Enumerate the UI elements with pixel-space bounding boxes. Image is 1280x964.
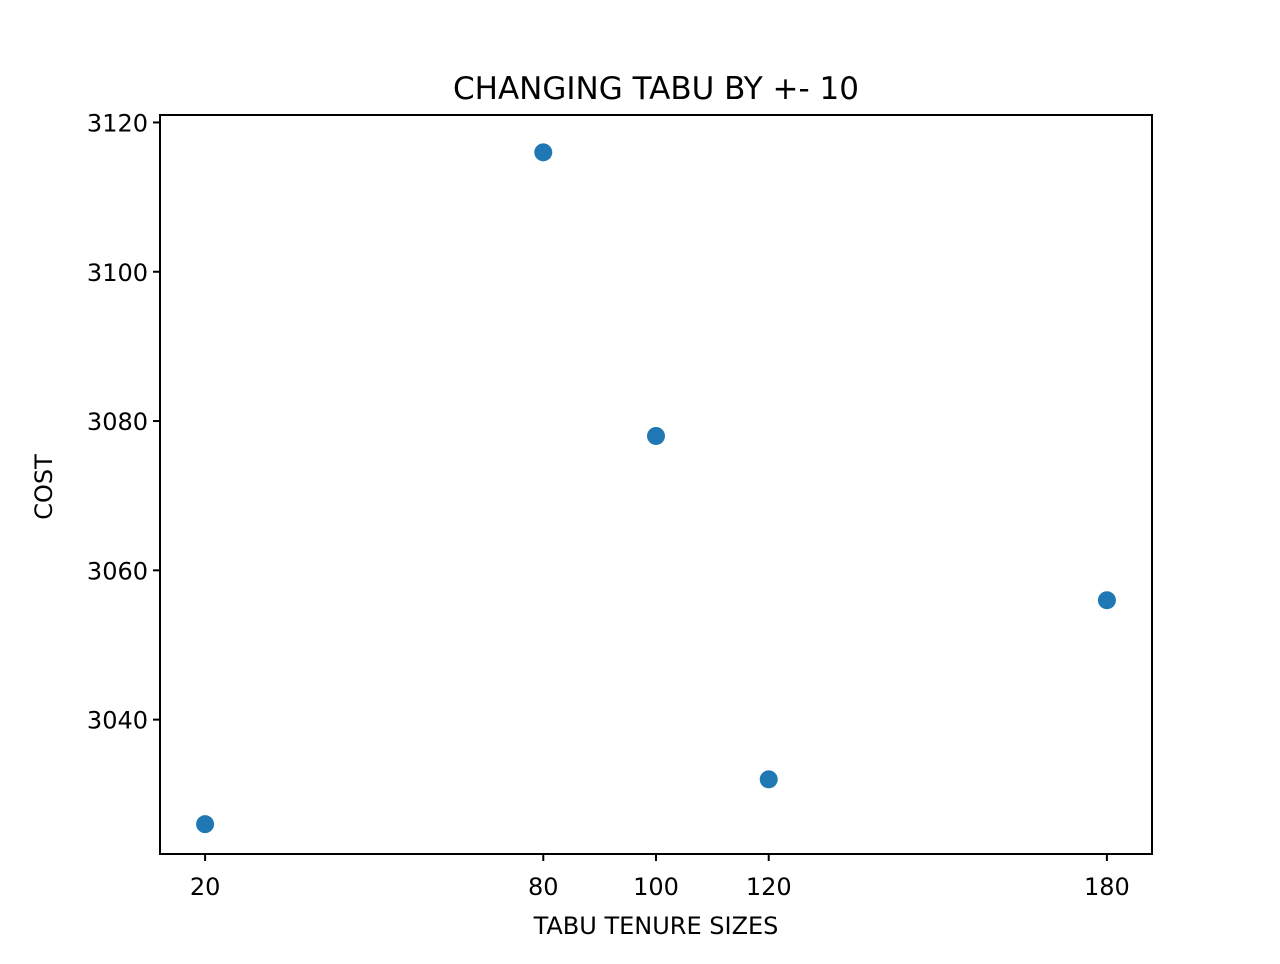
y-axis: 3040 3060 3080 3100 3120 [87, 109, 160, 735]
x-tick-label: 120 [746, 873, 792, 901]
y-tick-label: 3100 [87, 259, 148, 287]
plot-area-frame [159, 114, 1153, 855]
x-tick-label: 100 [633, 873, 679, 901]
x-axis-label: TABU TENURE SIZES [533, 912, 779, 940]
data-point [647, 426, 665, 445]
x-tick-label: 180 [1084, 873, 1130, 901]
y-tick-label: 3120 [87, 109, 148, 137]
y-axis-label: COST [30, 454, 58, 520]
chart-title: CHANGING TABU BY +- 10 [453, 71, 859, 107]
y-tick-label: 3040 [87, 707, 148, 735]
y-tick-label: 3060 [87, 557, 148, 585]
data-point [196, 815, 215, 834]
x-tick-label: 20 [190, 873, 221, 901]
x-axis: 20 80 100 120 180 [190, 854, 1130, 901]
y-tick-label: 3080 [87, 408, 148, 436]
data-points [196, 143, 1116, 834]
data-point [759, 770, 778, 789]
data-point [1097, 591, 1116, 610]
x-tick-label: 80 [528, 873, 559, 901]
data-point [534, 143, 553, 162]
